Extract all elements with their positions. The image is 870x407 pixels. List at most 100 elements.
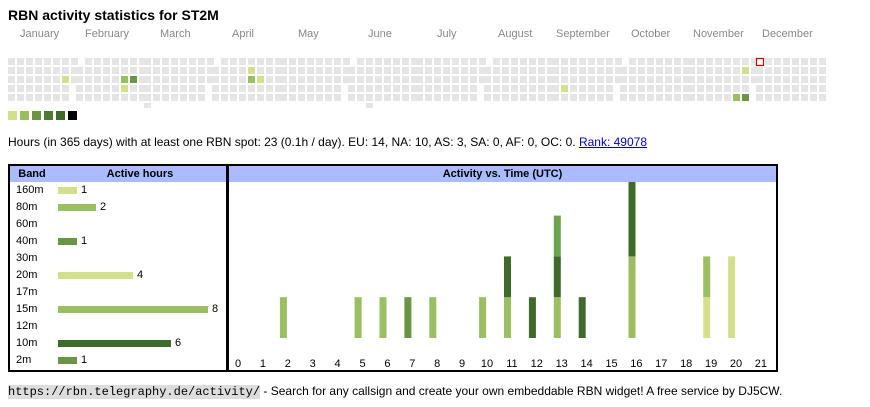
activity-bar-segment — [703, 256, 711, 298]
heatmap-cell — [765, 94, 772, 101]
heatmap-cell — [470, 58, 477, 65]
heatmap-cell — [366, 67, 373, 74]
heatmap-cell — [248, 58, 255, 65]
heatmap-cell — [189, 67, 196, 74]
activity-bar-segment — [479, 297, 487, 338]
heatmap-cell — [529, 58, 536, 65]
heatmap-cell — [266, 76, 273, 83]
heatmap-cell — [257, 58, 264, 65]
heatmap-cell — [239, 76, 246, 83]
heatmap-cell — [212, 85, 219, 92]
heatmap-cell — [207, 76, 214, 83]
heatmap-cell — [76, 85, 83, 92]
heatmap-cell — [801, 67, 808, 74]
heatmap-cell — [35, 85, 42, 92]
heatmap-cell — [606, 67, 613, 74]
heatmap-cell — [248, 85, 255, 92]
heatmap-cell — [375, 94, 382, 101]
heatmap-cell — [307, 58, 314, 65]
band-row: 160m 1 — [10, 182, 226, 199]
band-name: 12m — [16, 320, 38, 332]
heatmap-cell — [751, 67, 758, 74]
heatmap-cell — [742, 76, 749, 83]
band-row: 10m 6 — [10, 335, 226, 352]
heatmap-cell — [697, 85, 704, 92]
heatmap-cell — [26, 94, 33, 101]
heatmap-cell — [665, 58, 672, 65]
heatmap-cell — [257, 76, 264, 83]
month-label-september: September — [556, 28, 610, 40]
band-name: 10m — [16, 337, 38, 349]
heatmap-cell — [819, 58, 826, 65]
heatmap-cell — [139, 94, 146, 101]
heatmap-cell — [520, 85, 527, 92]
heatmap-cell — [325, 58, 332, 65]
activity-bar-segment — [379, 297, 387, 338]
heatmap-cell — [416, 58, 423, 65]
chart-title: Activity vs. Time (UTC) — [229, 166, 776, 182]
heatmap-cell — [316, 67, 323, 74]
heatmap-cell — [325, 85, 332, 92]
heatmap-cell — [688, 67, 695, 74]
rank-link[interactable]: Rank: 49078 — [578, 135, 648, 149]
heatmap-cell — [756, 85, 763, 92]
band-name: 40m — [16, 235, 38, 247]
heatmap-cell — [212, 94, 219, 101]
band-bar — [58, 238, 77, 245]
band-name: 60m — [16, 218, 38, 230]
heatmap-cell — [538, 58, 545, 65]
heatmap-cell — [715, 85, 722, 92]
heatmap-cell — [35, 58, 42, 65]
heatmap-cell — [207, 67, 214, 74]
heatmap-cell — [511, 76, 518, 83]
heatmap-cell — [248, 94, 255, 101]
heatmap-cell — [801, 58, 808, 65]
footer-url[interactable]: https://rbn.telegraphy.de/activity/ — [8, 385, 261, 399]
band-name: 30m — [16, 252, 38, 264]
heatmap-cell — [783, 76, 790, 83]
today-marker — [755, 57, 765, 67]
heatmap-cell — [334, 94, 341, 101]
heatmap-cell — [470, 76, 477, 83]
heatmap-cell — [53, 94, 60, 101]
heatmap-cell — [230, 85, 237, 92]
heatmap-cell — [470, 85, 477, 92]
heatmap-cell — [402, 76, 409, 83]
heatmap-cell — [597, 85, 604, 92]
heatmap-cell — [366, 85, 373, 92]
hour-tick-label: 18 — [680, 358, 692, 370]
heatmap-cell — [85, 58, 92, 65]
hour-tick-label: 10 — [481, 358, 493, 370]
heatmap-cell — [774, 67, 781, 74]
band-row: 20m 4 — [10, 267, 226, 284]
heatmap-cell — [17, 85, 24, 92]
heatmap-cell — [62, 85, 69, 92]
heatmap-cell — [85, 67, 92, 74]
heatmap-cell — [502, 76, 509, 83]
heatmap-cell — [411, 94, 418, 101]
heatmap-cell — [783, 58, 790, 65]
heatmap-cell — [130, 85, 137, 92]
band-bar — [58, 204, 96, 211]
heatmap-cell — [656, 67, 663, 74]
heatmap-cell — [742, 67, 749, 74]
heatmap-cell — [792, 76, 799, 83]
heatmap-cell — [316, 58, 323, 65]
heatmap-cell — [121, 67, 128, 74]
heatmap-cell — [275, 67, 282, 74]
band-hours-value: 1 — [81, 354, 88, 366]
heatmap-cell — [171, 85, 178, 92]
heatmap-cell — [307, 94, 314, 101]
hour-tick-label: 9 — [459, 358, 465, 370]
heatmap-cell — [393, 58, 400, 65]
heatmap-cell — [162, 58, 169, 65]
heatmap-cell — [493, 85, 500, 92]
heatmap-cell — [17, 67, 24, 74]
heatmap-cell — [402, 94, 409, 101]
heatmap-cell — [810, 85, 817, 92]
heatmap-cell — [8, 94, 15, 101]
heatmap-cell — [207, 58, 214, 65]
heatmap-cell — [162, 94, 169, 101]
heatmap-cell — [502, 67, 509, 74]
heatmap-cell — [144, 67, 151, 74]
